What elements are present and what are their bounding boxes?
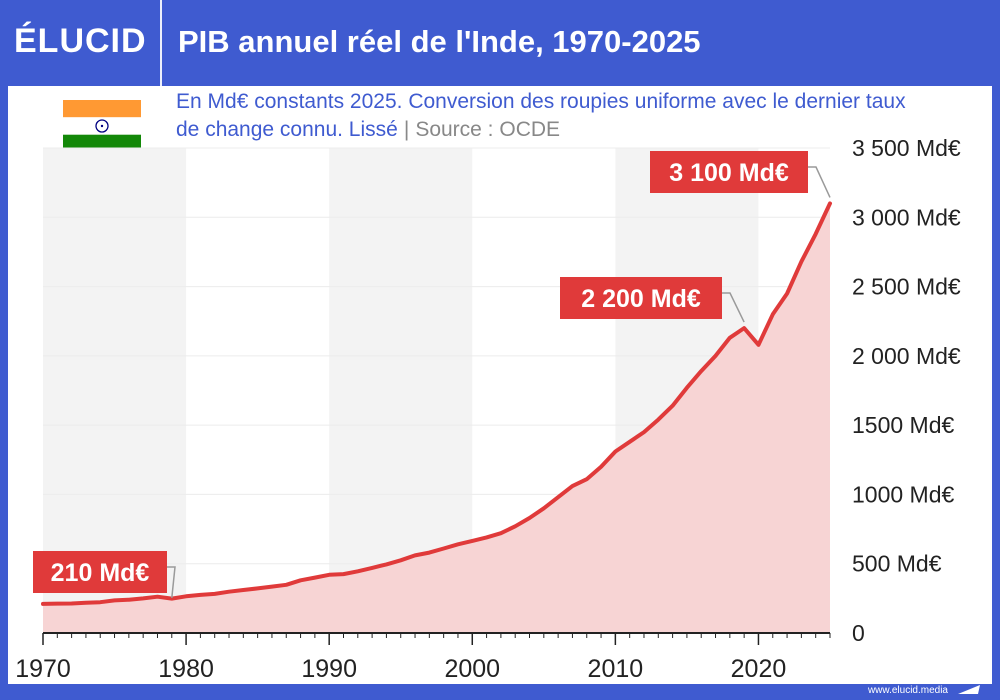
annotation-label: 2 200 Md€ (581, 285, 701, 313)
x-tick-label: 2020 (731, 655, 787, 683)
x-tick-label: 2000 (444, 655, 500, 683)
annotation-label: 210 Md€ (51, 559, 150, 587)
subtitle-separator: | (403, 118, 410, 141)
annotation-leader (167, 566, 176, 598)
y-tick-label: 500 Md€ (852, 551, 942, 577)
y-tick-label: 3 000 Md€ (852, 204, 961, 230)
y-tick-label: 2 500 Md€ (852, 274, 961, 300)
y-tick-label: 0 (852, 620, 865, 646)
header: ÉLUCID PIB annuel réel de l'Inde, 1970-2… (0, 0, 1000, 86)
page-title: PIB annuel réel de l'Inde, 1970-2025 (178, 24, 701, 59)
elucid-mark-icon (958, 685, 980, 694)
y-tick-label: 1000 Md€ (852, 481, 955, 507)
x-tick-label: 2010 (588, 655, 644, 683)
source-label: Source : OCDE (415, 118, 561, 141)
annotation-leader (722, 292, 745, 323)
x-tick-label: 1980 (158, 655, 214, 683)
x-tick-label: 1970 (15, 655, 71, 683)
x-tick-label: 1990 (301, 655, 357, 683)
annotation-box (650, 151, 808, 193)
footer-url[interactable]: www.elucid.media (867, 685, 948, 696)
y-tick-label: 2 000 Md€ (852, 343, 961, 369)
y-tick-label: 3 500 Md€ (852, 135, 961, 161)
header-divider (160, 0, 162, 86)
annotation-box (33, 551, 167, 593)
annotation-leader (808, 166, 831, 198)
annotation-label: 3 100 Md€ (669, 159, 789, 187)
y-tick-label: 1500 Md€ (852, 412, 955, 438)
subtitle-text: En Md€ constants 2025. Conversion des ro… (176, 90, 906, 141)
chart-subtitle: En Md€ constants 2025. Conversion des ro… (176, 88, 916, 144)
series-line (41, 201, 832, 606)
annotation-box (560, 277, 722, 319)
series-area (43, 203, 830, 633)
elucid-logo[interactable]: ÉLUCID (14, 22, 147, 60)
